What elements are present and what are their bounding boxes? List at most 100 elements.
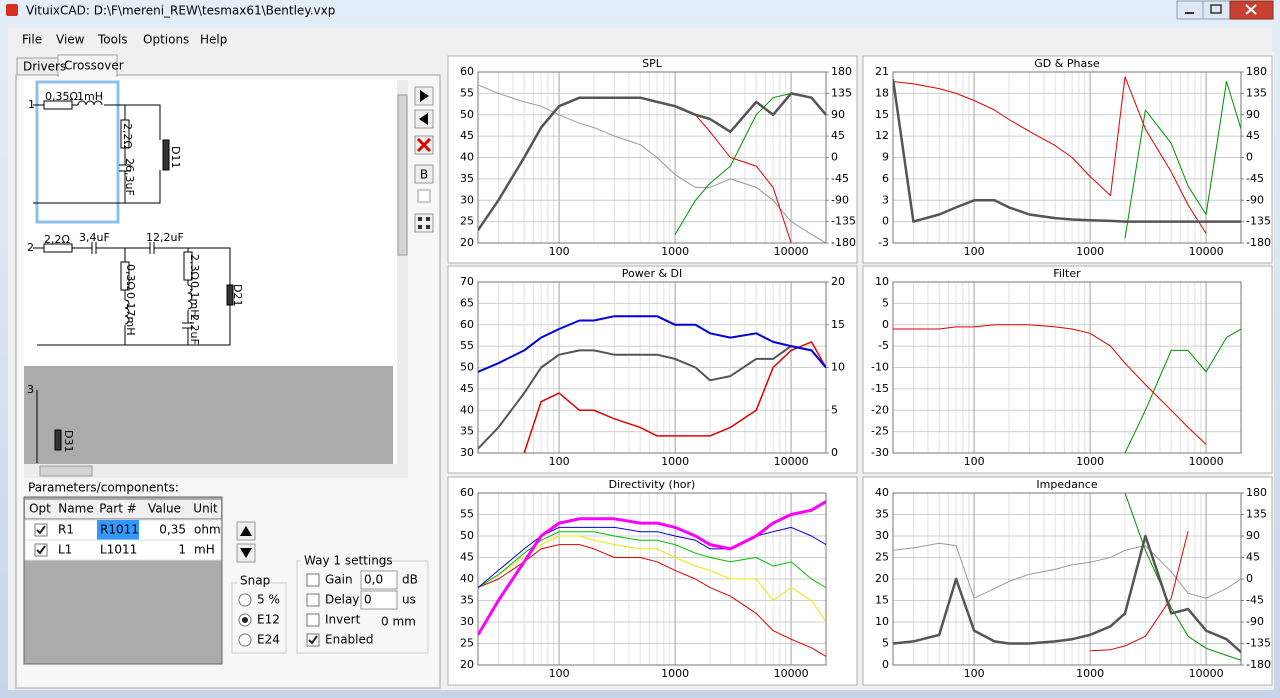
h-scrollbar[interactable] [24,464,408,478]
radio[interactable] [238,593,252,607]
x-tick-label: 1000 [661,245,689,258]
fit-icon [418,217,430,229]
x-tick-label: 1000 [661,667,689,680]
inductor [124,299,130,325]
y2-tick-label: 0 [1246,151,1253,164]
series-line [1124,81,1241,239]
series-line [478,92,826,231]
y-tick-label: -5 [878,339,889,352]
x-tick-label: 100 [549,245,570,258]
checkbox[interactable] [306,573,320,587]
chart-title: Impedance [1036,478,1097,491]
x-tick-label: 100 [964,245,985,258]
selected-cell [97,520,139,540]
y2-tick-label: -135 [831,215,856,228]
close-icon [1245,4,1257,15]
input[interactable] [360,570,398,590]
y2-tick-label: 0 [831,446,838,459]
y2-tick-label: 20 [831,275,845,288]
minimize-button[interactable] [1176,0,1204,20]
resistor [183,251,193,281]
series-line [478,544,826,657]
menu-item[interactable]: File [22,33,42,47]
x-tick-label: 1000 [1076,667,1104,680]
schematic-label: 0,35Ω [45,90,78,103]
checkbox[interactable] [306,593,320,607]
checkbox[interactable] [306,613,320,627]
x-tick-label: 1000 [661,455,689,468]
series-line [893,76,1207,234]
chart-panel [447,476,858,686]
chart-title: Filter [1053,267,1081,280]
v-scroll-thumb[interactable] [397,94,408,256]
cell: 0,35 [159,523,186,537]
y-tick-label: 35 [460,172,474,185]
snap-title: Snap [240,574,270,588]
toolbar-checkbox[interactable] [417,189,431,203]
y2-tick-label: 135 [831,86,852,99]
cell: R1011 [100,523,139,537]
input[interactable] [360,590,398,610]
y-tick-label: 65 [460,296,474,309]
grid-row[interactable] [24,539,222,561]
group-title-bg [301,554,373,566]
menu-item[interactable]: Help [200,33,227,47]
y2-tick-label: 180 [1246,65,1267,78]
y-tick-label: 50 [460,361,474,374]
y-tick-label: 55 [460,86,474,99]
schematic-label: 2,2Ω [121,123,134,149]
way-title: Way 1 settings [304,554,393,568]
y-tick-label: -10 [871,361,889,374]
x-tick-label: 100 [549,667,570,680]
schematic-label: 3 [27,383,34,396]
y-tick-label: 25 [875,551,889,564]
y-tick-label: 20 [460,658,474,671]
menu-item[interactable]: Options [143,33,189,47]
y-tick-label: 15 [875,108,889,121]
y2-tick-label: -90 [1246,615,1264,628]
series-line [1090,531,1189,652]
schematic-label: 3,4uF [79,231,110,244]
tab-label[interactable]: Drivers [23,60,66,74]
y2-tick-label: 135 [1246,508,1267,521]
fit-button[interactable] [414,213,434,233]
column-header: Unit [193,502,218,516]
y-tick-label: 40 [460,572,474,585]
y2-tick-label: -180 [1246,236,1271,249]
y2-tick-label: 45 [1246,129,1260,142]
b-button[interactable] [414,164,434,184]
radio-label: 5 % [257,593,280,607]
minimize-icon [1185,12,1194,14]
y-tick-label: 55 [460,508,474,521]
h-scroll-thumb[interactable] [39,465,93,477]
chart-panel [862,55,1273,264]
driver [162,139,170,171]
menu-item[interactable]: View [56,33,85,47]
y-tick-label: 50 [460,108,474,121]
v-scrollbar[interactable] [397,80,408,464]
chart-title: SPL [642,57,663,70]
next-icon [420,90,429,102]
y2-tick-label: -45 [1246,594,1264,607]
menu-item[interactable]: Tools [97,33,128,47]
maximize-button[interactable] [1202,0,1231,20]
chart-panel [447,265,858,474]
selection-box [35,80,120,224]
resistor [43,100,73,110]
delete-icon [416,137,432,153]
cell: L1 [58,543,72,557]
radio[interactable] [238,633,252,647]
inductor [77,100,103,106]
column-header: Opt [29,502,51,516]
wire [33,242,231,346]
x-tick-label: 10000 [1189,455,1224,468]
tab-label[interactable]: Crossover [64,59,124,73]
schematic-label: 2,2Ω [44,233,70,246]
unit: us [402,593,416,607]
schematic-label: 0,1mH [188,281,201,317]
circuit [33,100,234,463]
series-line [478,345,826,450]
y-tick-label: 10 [875,275,889,288]
y-tick-label: 25 [460,215,474,228]
